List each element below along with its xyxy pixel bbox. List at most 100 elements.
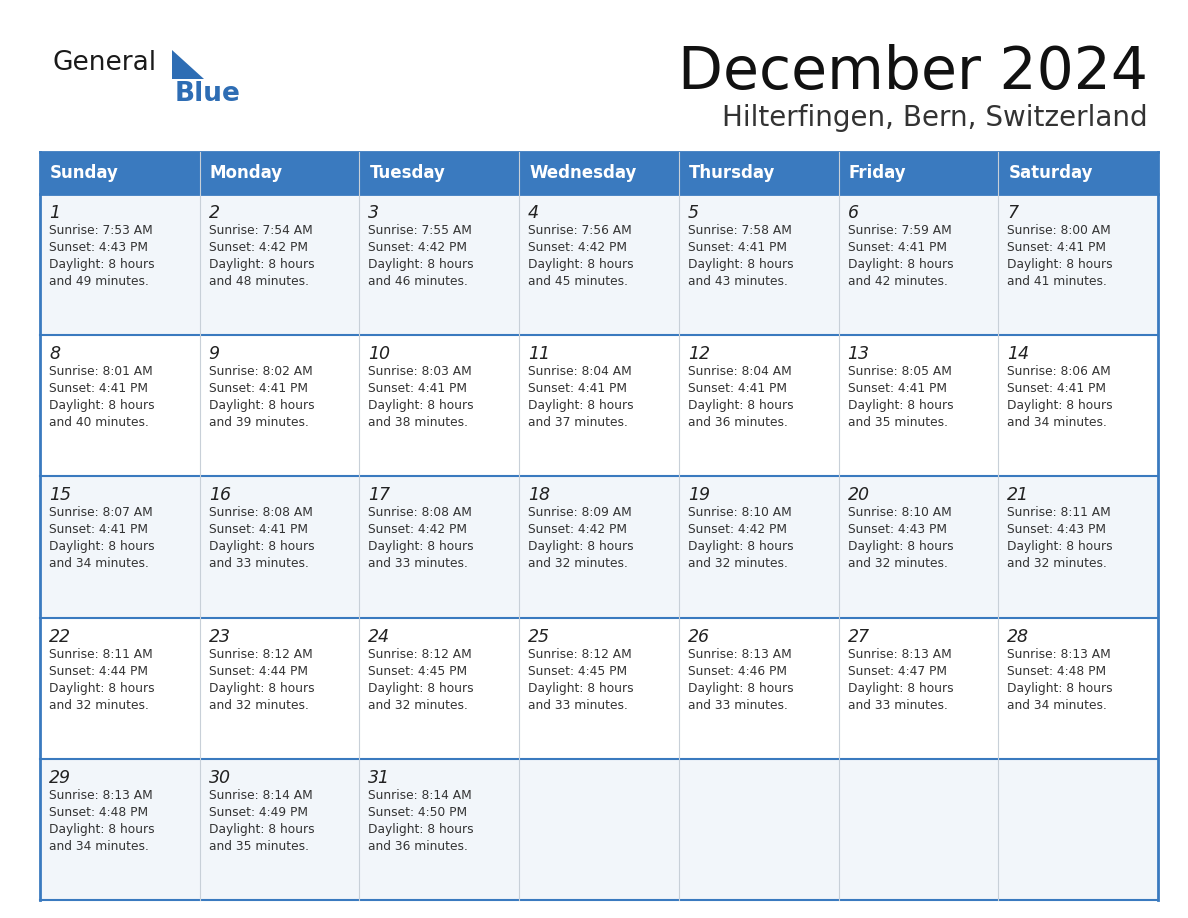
- Text: Sunrise: 8:04 AM: Sunrise: 8:04 AM: [529, 365, 632, 378]
- Text: Sunset: 4:47 PM: Sunset: 4:47 PM: [847, 665, 947, 677]
- Text: Sunset: 4:49 PM: Sunset: 4:49 PM: [209, 806, 308, 819]
- Bar: [40, 152, 1158, 194]
- Text: Sunrise: 7:56 AM: Sunrise: 7:56 AM: [529, 224, 632, 237]
- Text: Sunrise: 8:09 AM: Sunrise: 8:09 AM: [529, 507, 632, 520]
- Text: Daylight: 8 hours: Daylight: 8 hours: [368, 399, 474, 412]
- Text: and 32 minutes.: and 32 minutes.: [688, 557, 788, 570]
- Text: and 35 minutes.: and 35 minutes.: [847, 416, 948, 430]
- Text: Daylight: 8 hours: Daylight: 8 hours: [529, 681, 633, 695]
- Text: Daylight: 8 hours: Daylight: 8 hours: [49, 823, 154, 835]
- Text: Daylight: 8 hours: Daylight: 8 hours: [209, 541, 315, 554]
- Text: December 2024: December 2024: [678, 43, 1148, 100]
- Text: 10: 10: [368, 345, 391, 364]
- Text: 8: 8: [49, 345, 61, 364]
- Text: and 45 minutes.: and 45 minutes.: [529, 275, 628, 288]
- Text: and 42 minutes.: and 42 minutes.: [847, 275, 948, 288]
- Text: and 40 minutes.: and 40 minutes.: [49, 416, 148, 430]
- Text: 6: 6: [847, 204, 859, 222]
- Text: and 35 minutes.: and 35 minutes.: [209, 840, 309, 853]
- Text: and 33 minutes.: and 33 minutes.: [529, 699, 628, 711]
- Polygon shape: [172, 50, 204, 79]
- Text: 9: 9: [209, 345, 220, 364]
- Text: Sunrise: 8:12 AM: Sunrise: 8:12 AM: [209, 647, 312, 661]
- Text: Daylight: 8 hours: Daylight: 8 hours: [847, 541, 953, 554]
- Text: and 32 minutes.: and 32 minutes.: [1007, 557, 1107, 570]
- Text: Sunrise: 8:11 AM: Sunrise: 8:11 AM: [1007, 507, 1111, 520]
- Text: Sunset: 4:48 PM: Sunset: 4:48 PM: [1007, 665, 1106, 677]
- Text: and 33 minutes.: and 33 minutes.: [368, 557, 468, 570]
- Text: Daylight: 8 hours: Daylight: 8 hours: [49, 541, 154, 554]
- Text: Sunrise: 8:13 AM: Sunrise: 8:13 AM: [847, 647, 952, 661]
- Bar: [40, 476, 1158, 618]
- Text: Daylight: 8 hours: Daylight: 8 hours: [49, 258, 154, 271]
- Text: 24: 24: [368, 628, 391, 645]
- Text: and 49 minutes.: and 49 minutes.: [49, 275, 148, 288]
- Text: and 36 minutes.: and 36 minutes.: [368, 840, 468, 853]
- Text: and 39 minutes.: and 39 minutes.: [209, 416, 309, 430]
- Text: Tuesday: Tuesday: [369, 164, 446, 182]
- Text: Sunrise: 8:01 AM: Sunrise: 8:01 AM: [49, 365, 153, 378]
- Text: 20: 20: [847, 487, 870, 504]
- Text: and 46 minutes.: and 46 minutes.: [368, 275, 468, 288]
- Text: Sunset: 4:41 PM: Sunset: 4:41 PM: [368, 382, 467, 396]
- Text: Sunset: 4:41 PM: Sunset: 4:41 PM: [209, 523, 308, 536]
- Text: Sunrise: 7:59 AM: Sunrise: 7:59 AM: [847, 224, 952, 237]
- Text: Sunset: 4:41 PM: Sunset: 4:41 PM: [1007, 382, 1106, 396]
- Text: Sunrise: 8:12 AM: Sunrise: 8:12 AM: [368, 647, 472, 661]
- Text: Daylight: 8 hours: Daylight: 8 hours: [529, 399, 633, 412]
- Text: 27: 27: [847, 628, 870, 645]
- Text: Sunset: 4:43 PM: Sunset: 4:43 PM: [49, 241, 148, 254]
- Text: Sunset: 4:42 PM: Sunset: 4:42 PM: [688, 523, 786, 536]
- Text: 15: 15: [49, 487, 71, 504]
- Text: Sunrise: 8:14 AM: Sunrise: 8:14 AM: [209, 789, 312, 801]
- Text: and 33 minutes.: and 33 minutes.: [688, 699, 788, 711]
- Text: and 33 minutes.: and 33 minutes.: [847, 699, 948, 711]
- Text: 21: 21: [1007, 487, 1029, 504]
- Text: Sunset: 4:48 PM: Sunset: 4:48 PM: [49, 806, 148, 819]
- Text: Sunset: 4:42 PM: Sunset: 4:42 PM: [368, 523, 467, 536]
- Text: 7: 7: [1007, 204, 1018, 222]
- Text: Sunrise: 8:04 AM: Sunrise: 8:04 AM: [688, 365, 791, 378]
- Text: Sunday: Sunday: [50, 164, 119, 182]
- Text: Sunset: 4:44 PM: Sunset: 4:44 PM: [49, 665, 148, 677]
- Text: 16: 16: [209, 487, 230, 504]
- Text: 18: 18: [529, 487, 550, 504]
- Text: Sunset: 4:41 PM: Sunset: 4:41 PM: [209, 382, 308, 396]
- Text: Daylight: 8 hours: Daylight: 8 hours: [368, 258, 474, 271]
- Text: Sunrise: 8:12 AM: Sunrise: 8:12 AM: [529, 647, 632, 661]
- Text: 5: 5: [688, 204, 699, 222]
- Text: Sunset: 4:42 PM: Sunset: 4:42 PM: [529, 241, 627, 254]
- Text: Sunset: 4:42 PM: Sunset: 4:42 PM: [209, 241, 308, 254]
- Text: Daylight: 8 hours: Daylight: 8 hours: [847, 681, 953, 695]
- Text: Sunset: 4:44 PM: Sunset: 4:44 PM: [209, 665, 308, 677]
- Text: Daylight: 8 hours: Daylight: 8 hours: [209, 258, 315, 271]
- Text: Sunset: 4:41 PM: Sunset: 4:41 PM: [688, 241, 786, 254]
- Text: Sunset: 4:45 PM: Sunset: 4:45 PM: [368, 665, 468, 677]
- Text: Sunrise: 8:05 AM: Sunrise: 8:05 AM: [847, 365, 952, 378]
- Text: 25: 25: [529, 628, 550, 645]
- Text: and 32 minutes.: and 32 minutes.: [847, 557, 948, 570]
- Bar: [40, 759, 1158, 900]
- Text: and 38 minutes.: and 38 minutes.: [368, 416, 468, 430]
- Text: Daylight: 8 hours: Daylight: 8 hours: [49, 681, 154, 695]
- Text: Sunset: 4:43 PM: Sunset: 4:43 PM: [1007, 523, 1106, 536]
- Text: Sunrise: 8:10 AM: Sunrise: 8:10 AM: [688, 507, 791, 520]
- Text: Sunrise: 7:53 AM: Sunrise: 7:53 AM: [49, 224, 153, 237]
- Text: Sunrise: 8:14 AM: Sunrise: 8:14 AM: [368, 789, 472, 801]
- Text: Daylight: 8 hours: Daylight: 8 hours: [529, 258, 633, 271]
- Text: 26: 26: [688, 628, 710, 645]
- Text: 2: 2: [209, 204, 220, 222]
- Text: and 34 minutes.: and 34 minutes.: [49, 557, 148, 570]
- Bar: [40, 194, 1158, 335]
- Text: Sunset: 4:41 PM: Sunset: 4:41 PM: [529, 382, 627, 396]
- Text: and 36 minutes.: and 36 minutes.: [688, 416, 788, 430]
- Text: 3: 3: [368, 204, 379, 222]
- Text: Sunrise: 8:08 AM: Sunrise: 8:08 AM: [368, 507, 473, 520]
- Text: Sunrise: 8:06 AM: Sunrise: 8:06 AM: [1007, 365, 1111, 378]
- Text: Blue: Blue: [175, 81, 241, 107]
- Text: and 32 minutes.: and 32 minutes.: [529, 557, 628, 570]
- Text: Sunset: 4:41 PM: Sunset: 4:41 PM: [49, 523, 148, 536]
- Text: 14: 14: [1007, 345, 1029, 364]
- Text: Daylight: 8 hours: Daylight: 8 hours: [688, 399, 794, 412]
- Text: and 37 minutes.: and 37 minutes.: [529, 416, 628, 430]
